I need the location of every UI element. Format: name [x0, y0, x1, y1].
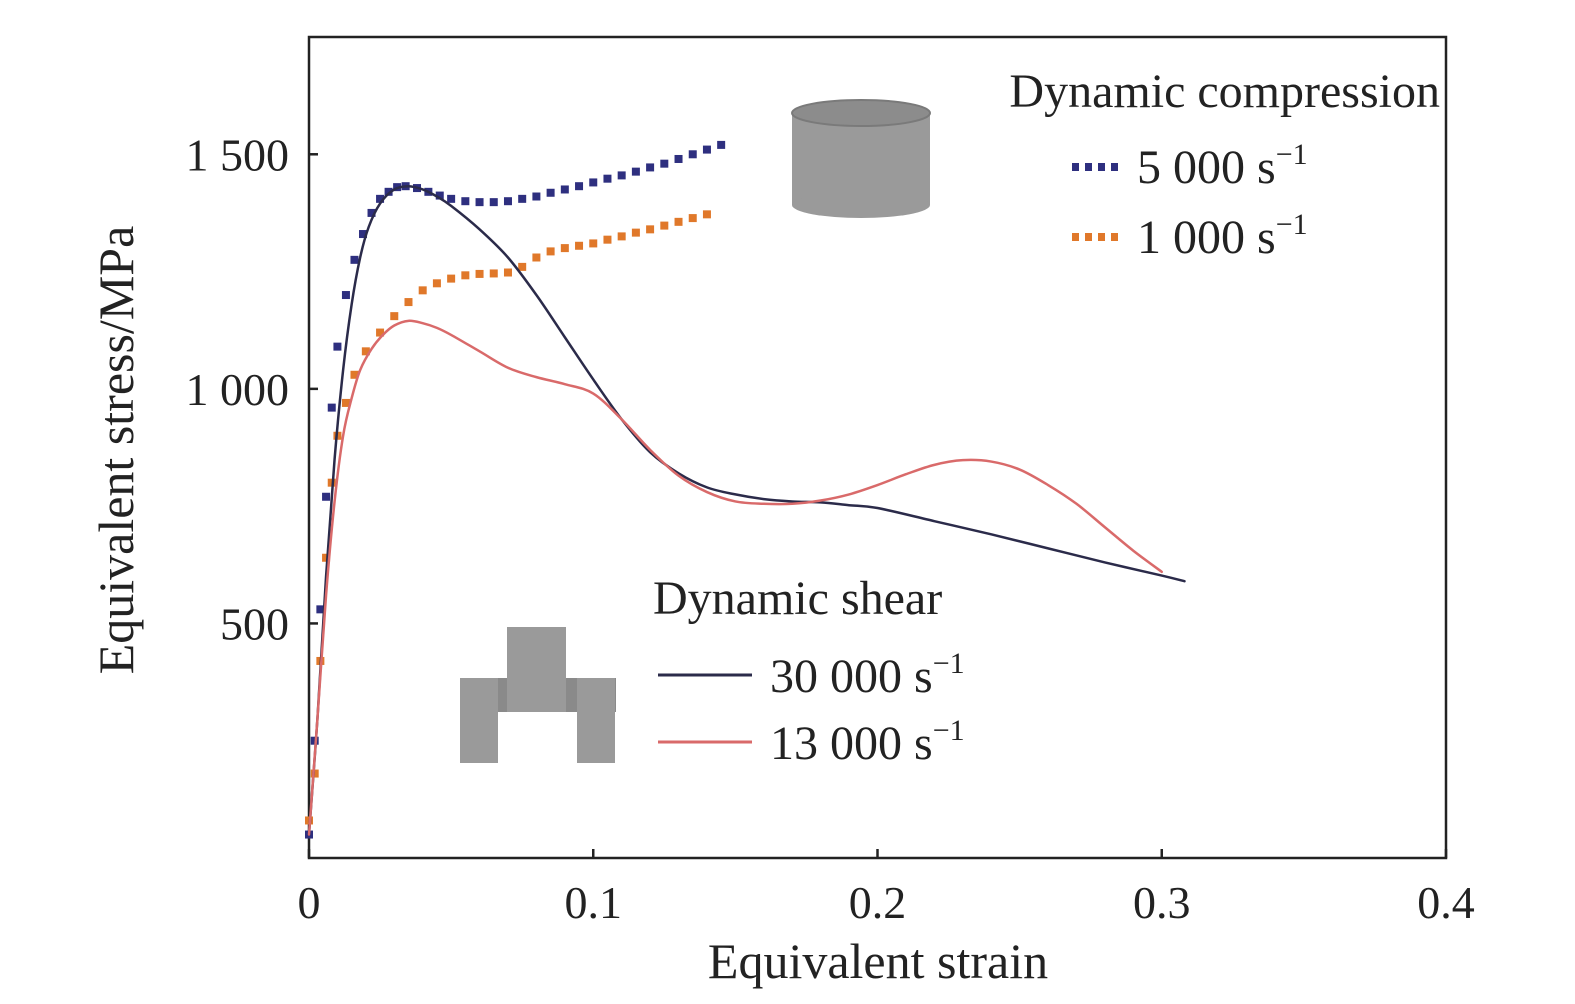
y-axis-title: Equivalent stress/MPa — [88, 226, 144, 675]
specimen-right-leg — [577, 678, 615, 763]
data-point — [418, 286, 427, 295]
x-tick-label: 0.3 — [1133, 877, 1191, 928]
data-point — [660, 159, 669, 168]
axis-ticks: 0 0.1 0.2 0.3 0.4 500 1 000 1 500 — [186, 129, 1475, 928]
legend-label-5000: 5 000 s−1 — [1137, 138, 1308, 194]
data-point — [518, 194, 527, 203]
data-point — [603, 174, 612, 183]
data-point — [327, 403, 336, 412]
data-point — [617, 171, 626, 180]
data-point — [475, 269, 484, 278]
data-point — [404, 298, 413, 307]
series-layer — [305, 140, 1186, 839]
data-point — [350, 370, 359, 379]
legend-shear: Dynamic shear 30 000 s−1 13 000 s−1 — [460, 572, 965, 770]
data-point — [489, 269, 498, 278]
data-point — [546, 247, 555, 256]
data-point — [546, 188, 555, 197]
x-tick-label: 0 — [298, 877, 321, 928]
cylinder-bottom — [792, 192, 930, 218]
cylinder-icon — [791, 99, 931, 218]
data-point — [322, 492, 331, 501]
data-point — [367, 208, 376, 217]
data-point — [322, 553, 331, 562]
data-point — [575, 241, 584, 250]
data-point — [688, 214, 697, 223]
data-point — [447, 194, 456, 203]
data-point — [660, 221, 669, 230]
data-point — [361, 347, 370, 356]
legend-title-shear: Dynamic shear — [653, 572, 942, 625]
data-point — [674, 154, 683, 163]
legend-label-1000: 1 000 s−1 — [1137, 208, 1308, 264]
data-point — [475, 198, 484, 207]
data-point — [432, 279, 441, 288]
data-point — [631, 228, 640, 237]
data-point — [603, 235, 612, 244]
hat-shaped-specimen-icon — [460, 627, 616, 763]
data-point — [702, 210, 711, 219]
legend-title-compression: Dynamic compression — [1009, 65, 1440, 118]
data-point — [341, 398, 350, 407]
data-point — [702, 145, 711, 154]
data-point — [489, 198, 498, 207]
data-point — [384, 187, 393, 196]
data-point — [461, 197, 470, 206]
data-point — [333, 342, 342, 351]
series-5000s-markers — [305, 140, 726, 839]
data-point — [646, 163, 655, 172]
data-point — [560, 185, 569, 194]
legend-label-13000: 13 000 s−1 — [770, 714, 965, 770]
data-point — [688, 150, 697, 159]
x-axis-title: Equivalent strain — [708, 933, 1048, 989]
data-point — [461, 271, 470, 280]
data-point — [631, 167, 640, 176]
data-point — [532, 253, 541, 262]
data-point — [575, 182, 584, 191]
y-tick-label: 1 000 — [186, 364, 290, 415]
data-point — [376, 328, 385, 337]
data-point — [390, 312, 399, 321]
data-point — [503, 197, 512, 206]
specimen-top-block — [507, 627, 566, 712]
data-point — [518, 262, 527, 271]
data-point — [350, 255, 359, 264]
data-point — [435, 191, 444, 200]
x-tick-label: 0.1 — [565, 877, 623, 928]
legend-compression: Dynamic compression 5 000 s−1 1 000 s−1 — [791, 65, 1440, 264]
series-1000s-markers — [305, 210, 711, 825]
cylinder-body — [792, 113, 930, 205]
specimen-left-leg — [460, 678, 498, 763]
data-point — [646, 225, 655, 234]
data-point — [674, 217, 683, 226]
y-tick-label: 1 500 — [186, 129, 290, 180]
data-point — [359, 230, 368, 239]
data-point — [316, 605, 325, 614]
data-point — [503, 268, 512, 277]
data-point — [341, 291, 350, 300]
y-tick-label: 500 — [220, 598, 289, 649]
data-point — [447, 274, 456, 283]
data-point — [717, 140, 726, 149]
x-tick-label: 0.4 — [1417, 877, 1475, 928]
data-point — [589, 239, 598, 248]
cylinder-top — [791, 99, 931, 127]
data-point — [376, 194, 385, 203]
legend-label-30000: 30 000 s−1 — [770, 647, 965, 703]
series-13000s-line — [307, 319, 1163, 836]
data-point — [617, 232, 626, 241]
data-point — [532, 192, 541, 201]
series-30000s-line — [307, 184, 1186, 836]
x-tick-label: 0.2 — [849, 877, 907, 928]
data-point — [560, 244, 569, 253]
data-point — [589, 178, 598, 187]
